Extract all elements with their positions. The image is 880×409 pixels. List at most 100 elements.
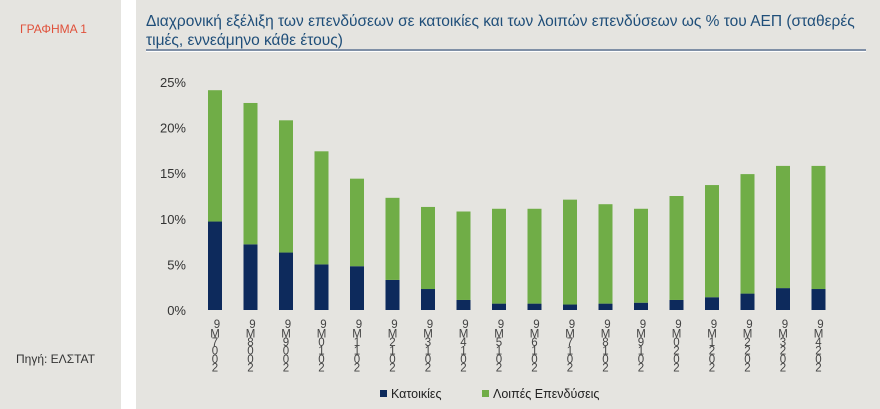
x-tick-label-char: 5	[496, 337, 502, 349]
x-tick-label-char: 9	[285, 319, 291, 331]
x-tick-label-char: M	[494, 329, 504, 341]
x-tick-label-char: 0	[709, 354, 715, 366]
bar-housing-2021M9	[705, 297, 719, 310]
x-tick-label-char: 0	[247, 354, 253, 366]
x-tick-label-char: 2	[673, 346, 679, 358]
bar-housing-2022M9	[740, 293, 755, 310]
y-tick-label: 25%	[160, 75, 186, 90]
bar-housing-2014M9	[456, 299, 471, 310]
x-tick-label-char: 9	[320, 319, 326, 331]
bar-housing-2011M9	[350, 266, 364, 310]
x-tick-label-char: M	[423, 329, 433, 341]
x-tick-label-char: M	[246, 329, 256, 341]
x-tick-label-char: 2	[247, 363, 253, 375]
x-tick-label-char: M	[459, 329, 469, 341]
bar-other-2014M9	[456, 211, 471, 300]
x-tick-label-char: 1	[389, 346, 395, 358]
x-tick-label-char: 0	[318, 337, 324, 349]
x-tick-label-char: 2	[389, 337, 395, 349]
x-tick-label-char: 7	[212, 337, 218, 349]
x-tick-label-char: 9	[640, 319, 646, 331]
x-tick-label-char: 9	[214, 319, 220, 331]
x-tick-label-char: 2	[318, 363, 324, 375]
x-tick-label-char: 0	[531, 354, 537, 366]
x-tick-label-char: 9	[533, 319, 539, 331]
x-tick-label-char: 0	[602, 354, 608, 366]
x-tick-label-char: M	[778, 329, 788, 341]
x-tick-label-char: 0	[567, 354, 573, 366]
x-tick-label-char: 9	[283, 337, 289, 349]
y-tick-label: 0%	[167, 303, 186, 318]
x-tick-label-char: 0	[496, 354, 502, 366]
bar-housing-2019M9	[634, 302, 648, 310]
bar-housing-2020M9	[669, 299, 684, 310]
x-tick-label-char: 9	[746, 319, 752, 331]
x-tick-label-char: M	[352, 329, 362, 341]
bar-housing-2018M9	[598, 303, 613, 310]
x-tick-label-char: 1	[602, 346, 608, 358]
x-tick-label-char: M	[814, 329, 824, 341]
x-tick-label-char: 2	[709, 363, 715, 375]
x-tick-label-char: 2	[567, 363, 573, 375]
bar-housing-2017M9	[563, 304, 577, 310]
bar-housing-2012M9	[385, 279, 400, 310]
bar-housing-2013M9	[421, 289, 435, 310]
figure-label: ΓΡΑΦΗΜΑ 1	[20, 22, 87, 36]
bar-housing-2015M9	[492, 303, 506, 310]
bar-other-2018M9	[598, 204, 613, 304]
x-tick-label-char: 0	[247, 346, 253, 358]
x-tick-label-char: 9	[675, 319, 681, 331]
bar-other-2022M9	[740, 174, 755, 294]
x-tick-label-char: 4	[815, 337, 822, 349]
x-tick-label-char: M	[636, 329, 646, 341]
x-tick-label-char: 0	[389, 354, 395, 366]
x-tick-label-char: 1	[354, 337, 360, 349]
bar-other-2017M9	[563, 199, 577, 305]
x-tick-label-char: M	[743, 329, 753, 341]
x-tick-label-char: 9	[462, 319, 468, 331]
bar-other-2023M9	[776, 165, 790, 289]
x-tick-label-char: 3	[780, 337, 786, 349]
x-tick-label-char: 2	[212, 363, 218, 375]
x-tick-label-char: 0	[212, 346, 218, 358]
title-underline-highlight	[146, 51, 866, 52]
x-tick-label-char: 2	[815, 346, 821, 358]
y-tick-label: 20%	[160, 121, 186, 136]
bar-housing-2010M9	[314, 264, 329, 310]
x-tick-label-char: 1	[638, 346, 644, 358]
x-tick-label-char: 1	[460, 346, 466, 358]
x-tick-label-char: 7	[567, 337, 573, 349]
x-tick-label-char: 0	[673, 337, 679, 349]
x-tick-label-char: 2	[531, 363, 537, 375]
legend-swatch	[380, 390, 387, 397]
bar-other-2016M9	[527, 208, 542, 304]
chart-title: Διαχρονική εξέλιξη των επενδύσεων σε κατ…	[146, 13, 855, 49]
bar-other-2019M9	[634, 208, 648, 303]
x-tick-label-char: 0	[673, 354, 679, 366]
source-note: Πηγή: ΕΛΣΤΑΤ	[16, 352, 96, 366]
x-tick-label-char: 9	[604, 319, 610, 331]
bar-other-2021M9	[705, 185, 719, 298]
x-tick-label-char: 0	[780, 354, 786, 366]
x-tick-label-char: 0	[283, 346, 289, 358]
x-tick-label-char: M	[672, 329, 682, 341]
x-tick-label-char: 1	[425, 346, 431, 358]
x-tick-label-char: 2	[460, 363, 466, 375]
x-tick-label-char: 9	[391, 319, 397, 331]
x-tick-label-char: 0	[425, 354, 431, 366]
x-tick-label-char: 2	[744, 337, 750, 349]
x-tick-label-char: 0	[460, 354, 466, 366]
x-tick-label-char: 0	[354, 354, 360, 366]
bar-housing-2016M9	[527, 303, 542, 310]
x-tick-label-char: M	[317, 329, 327, 341]
legend-label: Κατοικίες	[391, 387, 442, 401]
x-tick-label-char: 2	[638, 363, 644, 375]
x-tick-label-char: 6	[531, 337, 537, 349]
bar-other-2011M9	[350, 178, 364, 267]
bar-housing-2008M9	[243, 244, 258, 310]
x-tick-label-char: 9	[711, 319, 717, 331]
bar-other-2024M9	[811, 165, 826, 290]
x-tick-label-char: 1	[531, 346, 537, 358]
x-tick-label-char: M	[530, 329, 540, 341]
